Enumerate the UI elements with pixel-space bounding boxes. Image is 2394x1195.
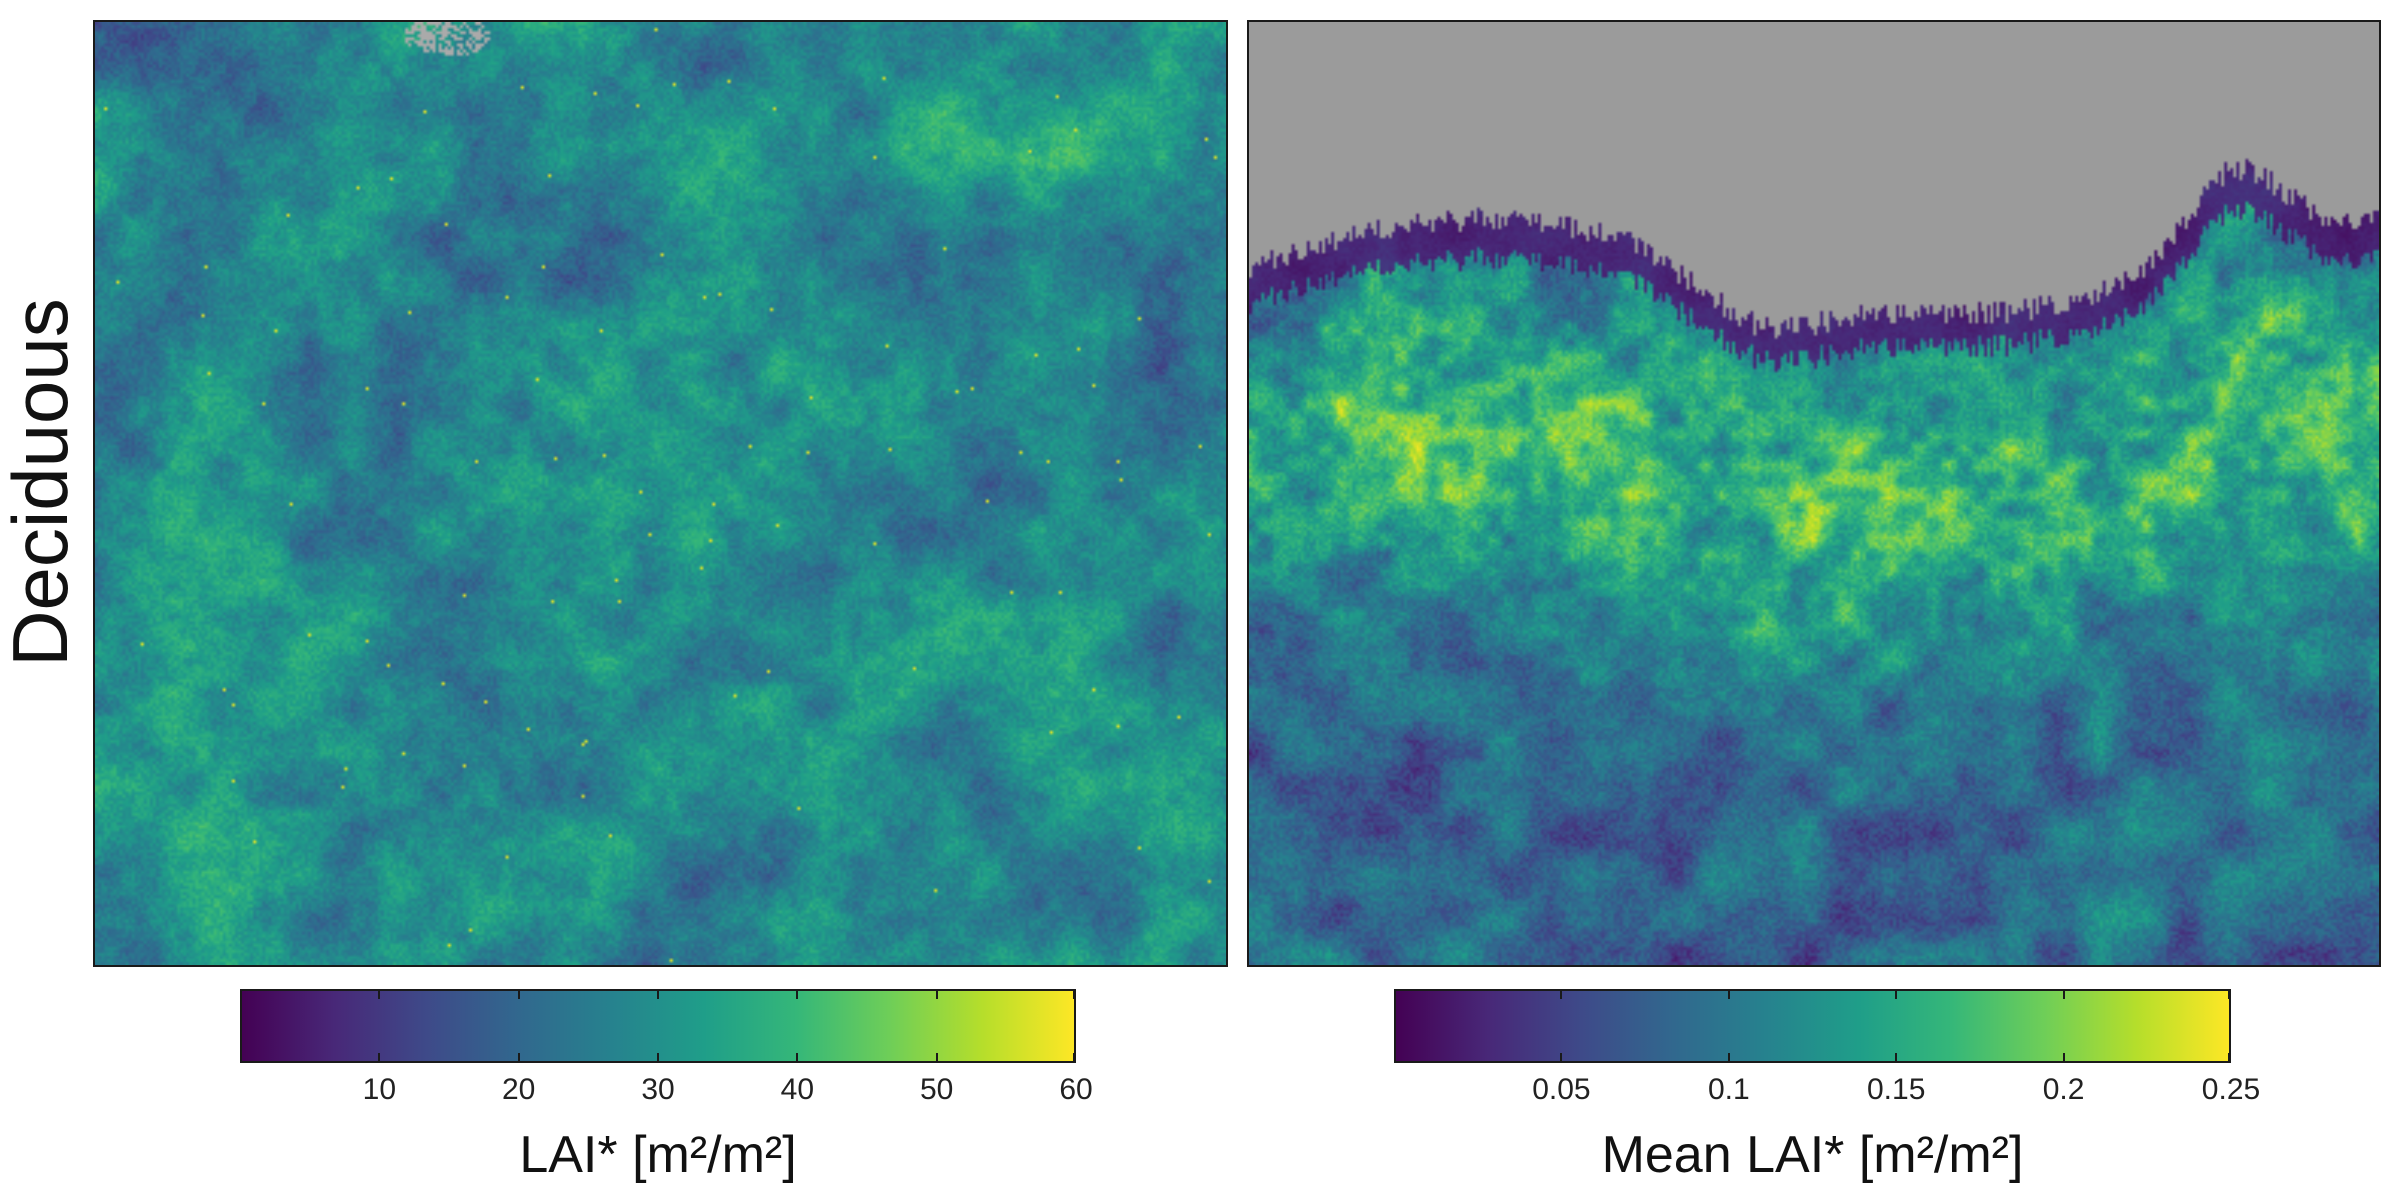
colorbar-tick: [1895, 991, 1898, 999]
colorbar-tick: [935, 1053, 938, 1061]
colorbar-tick: [1727, 1053, 1730, 1061]
right-heatmap-canvas: [1249, 22, 2379, 965]
right-colorbar-title: Mean LAI* [m²/m²]: [1601, 1126, 2024, 1184]
row-label: Deciduous: [0, 0, 84, 965]
colorbar-tick-label: 0.2: [2042, 1073, 2085, 1106]
colorbar-tick: [1073, 991, 1075, 999]
colorbar-tick: [935, 991, 938, 999]
colorbar-tick: [657, 1053, 659, 1061]
colorbar-tick: [796, 1053, 799, 1061]
colorbar-tick-label: 30: [641, 1073, 675, 1106]
colorbar-tick-label: 0.1: [1707, 1073, 1750, 1106]
colorbar-tick: [1895, 1053, 1898, 1061]
right-colorbar-gradient: [1394, 989, 2231, 1063]
colorbar-tick: [2228, 991, 2230, 999]
colorbar-tick-label: 0.25: [2201, 1073, 2261, 1106]
colorbar-tick-label: 60: [1059, 1073, 1093, 1106]
colorbar-tick-label: 0.05: [1532, 1073, 1591, 1106]
left-heatmap-panel: [93, 20, 1228, 967]
colorbar-tick: [517, 991, 520, 999]
colorbar-tick-label: 40: [780, 1073, 815, 1106]
left-heatmap-canvas: [95, 22, 1226, 965]
colorbar-tick: [378, 1053, 381, 1061]
left-colorbar-title: LAI* [m²/m²]: [519, 1126, 797, 1184]
colorbar-tick: [517, 1053, 520, 1061]
colorbar-tick-label: 0.15: [1866, 1073, 1926, 1106]
colorbar-tick-label: 10: [362, 1073, 397, 1106]
colorbar-tick: [1560, 1053, 1563, 1061]
colorbar-tick: [2062, 1053, 2065, 1061]
left-colorbar-gradient: [240, 989, 1076, 1063]
colorbar-tick: [378, 991, 381, 999]
colorbar-tick-label: 20: [501, 1073, 536, 1106]
row-label-text: Deciduous: [0, 298, 84, 667]
left-colorbar: LAI* [m²/m²] 10 20 30 40 50 60: [240, 989, 1093, 1195]
colorbar-tick: [2062, 991, 2065, 999]
colorbar-tick: [657, 991, 659, 999]
colorbar-tick: [1727, 991, 1730, 999]
colorbar-tick: [1560, 991, 1563, 999]
colorbar-tick: [796, 991, 799, 999]
right-colorbar: Mean LAI* [m²/m²] 0.05 0.1 0.15 0.2 0.25: [1394, 989, 2260, 1195]
colorbar-tick-label: 50: [919, 1073, 954, 1106]
right-heatmap-panel: [1247, 20, 2381, 967]
colorbar-tick: [2228, 1053, 2230, 1061]
colorbar-tick: [1073, 1053, 1075, 1061]
